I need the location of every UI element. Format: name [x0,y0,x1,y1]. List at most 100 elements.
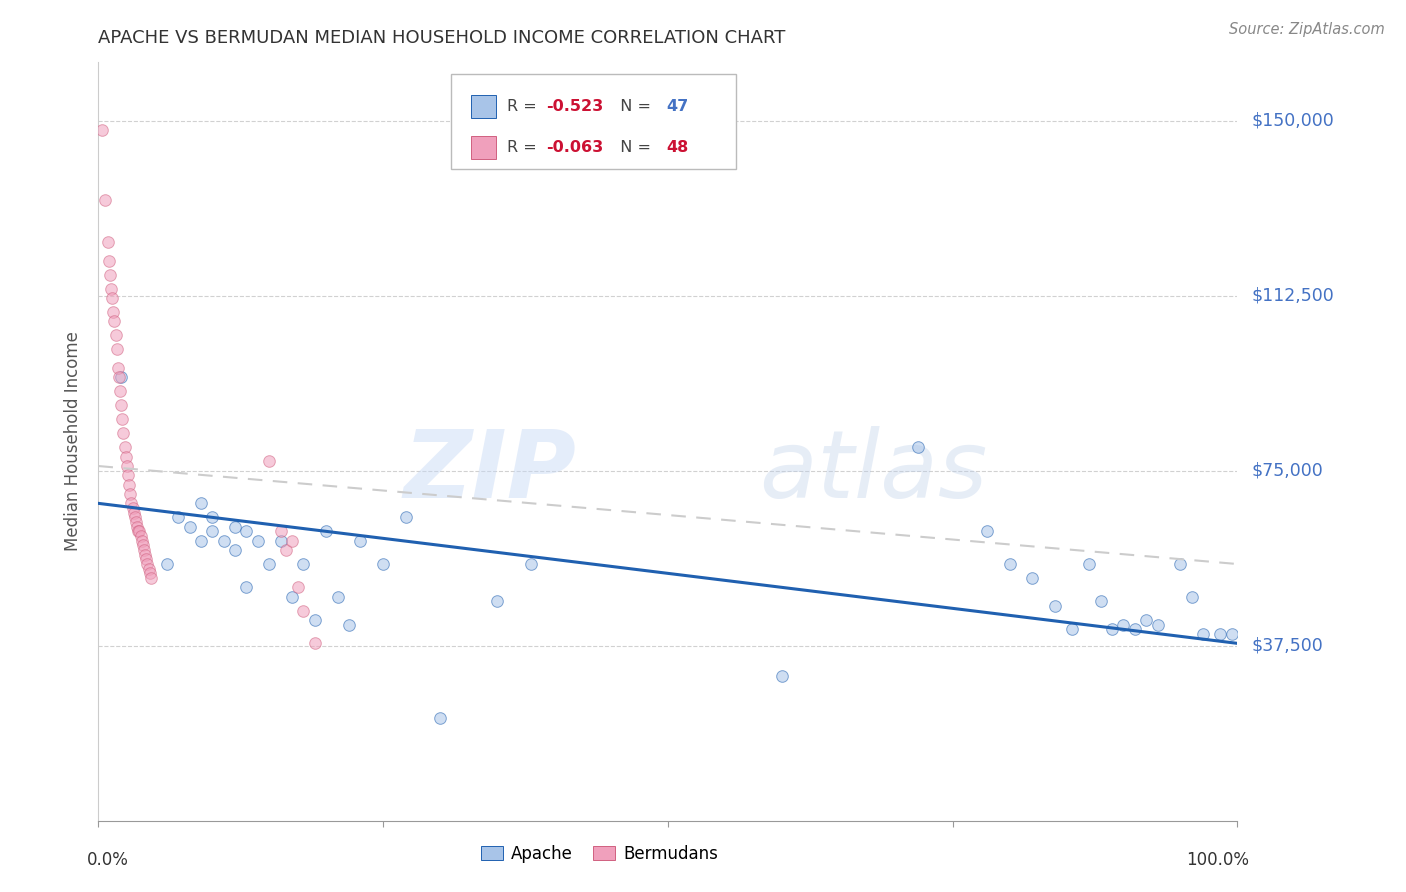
Text: $112,500: $112,500 [1251,286,1334,305]
Point [108,370,131,384]
Point [1062,623,1084,637]
Point [281,533,304,548]
Point [276,543,298,558]
Point [201,524,224,539]
FancyBboxPatch shape [471,95,496,118]
Point [1209,627,1232,641]
Point [179,519,201,533]
Point [1123,623,1146,637]
Point [246,533,269,548]
Point [114,441,136,455]
Point [315,524,337,539]
Text: N =: N = [610,99,655,114]
Point [1146,617,1168,632]
Point [259,557,281,571]
Point [907,441,929,455]
Text: atlas: atlas [759,426,987,517]
Point [259,454,281,468]
Text: APACHE VS BERMUDAN MEDIAN HOUSEHOLD INCOME CORRELATION CHART: APACHE VS BERMUDAN MEDIAN HOUSEHOLD INCO… [98,29,786,47]
Point [395,510,418,524]
Point [128,524,150,539]
Text: R =: R = [508,99,543,114]
Point [96,235,118,249]
Point [270,533,292,548]
Point [292,557,315,571]
Text: $37,500: $37,500 [1251,637,1323,655]
Point [1078,557,1101,571]
FancyBboxPatch shape [451,74,737,169]
Y-axis label: Median Household Income: Median Household Income [65,332,83,551]
Text: Source: ZipAtlas.com: Source: ZipAtlas.com [1229,22,1385,37]
Point [1090,594,1112,608]
Point [371,557,394,571]
Text: $150,000: $150,000 [1251,112,1334,129]
Point [124,510,146,524]
Point [349,533,371,548]
Point [134,548,156,562]
Text: N =: N = [610,140,655,155]
Point [287,580,309,594]
Point [138,566,160,581]
Text: 100.0%: 100.0% [1185,851,1249,869]
Text: 48: 48 [666,140,689,155]
Point [326,590,349,604]
Point [114,450,136,464]
Point [127,519,149,533]
Point [103,305,125,319]
Text: 47: 47 [666,99,689,114]
Text: 0.0%: 0.0% [87,851,129,869]
Point [135,552,157,566]
Point [122,506,145,520]
Point [1112,617,1135,632]
Point [201,510,224,524]
Point [94,193,117,207]
Point [111,412,134,426]
Text: ZIP: ZIP [404,425,576,518]
Point [190,533,212,548]
Point [105,343,128,357]
Point [118,477,141,491]
Point [110,370,132,384]
Point [132,543,155,558]
Point [110,398,132,412]
Point [1220,627,1243,641]
Point [1043,599,1066,613]
Point [1181,590,1204,604]
Point [120,496,142,510]
Point [103,314,125,328]
Point [270,524,292,539]
Text: -0.063: -0.063 [546,140,603,155]
Point [112,426,135,441]
Point [98,268,121,282]
Point [304,613,326,627]
Point [224,519,246,533]
Point [190,496,212,510]
Point [224,543,246,558]
Point [337,617,360,632]
Point [1135,613,1157,627]
Point [129,529,152,543]
Point [235,580,257,594]
Point [770,669,793,683]
Point [107,361,129,376]
Point [127,524,149,539]
Point [104,328,127,343]
Text: $75,000: $75,000 [1251,462,1323,480]
Point [117,468,139,483]
Point [998,557,1021,571]
Point [101,291,124,305]
Point [486,594,509,608]
Point [138,562,160,576]
Point [121,501,143,516]
Point [100,282,122,296]
Point [97,253,120,268]
Point [156,557,179,571]
Point [90,123,112,137]
Point [520,557,543,571]
Text: -0.523: -0.523 [546,99,603,114]
Point [1101,623,1123,637]
Point [131,533,153,548]
Point [108,384,131,399]
Text: R =: R = [508,140,543,155]
Point [125,515,148,529]
